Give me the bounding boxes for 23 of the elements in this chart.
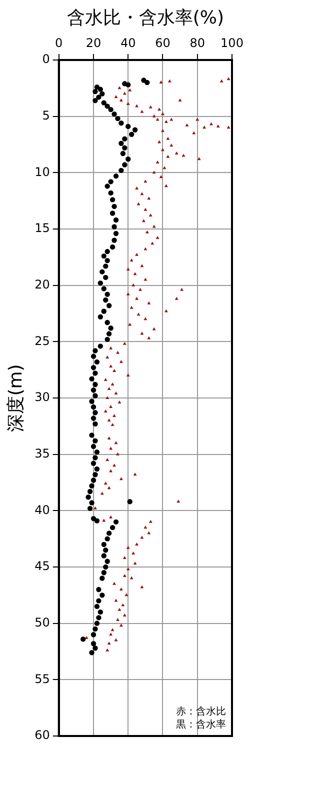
y-tick-label: 45 [34,559,50,574]
y-tick-label: 40 [34,502,50,517]
x-axis-title: 含水比・含水率(%) [66,7,224,28]
y-tick-label: 25 [34,334,50,348]
y-tick-label: 0 [42,52,50,66]
x-tick-label: 0 [55,36,63,50]
y-tick-label: 10 [34,164,50,179]
annotation: 赤：含水比 [176,706,226,718]
x-tick-label: 80 [190,36,206,50]
y-tick-label: 60 [34,728,50,742]
x-tick-label: 20 [86,36,102,50]
y-tick-label: 55 [34,672,50,686]
x-tick-label: 40 [120,36,136,50]
annotation: 黒：含水率 [176,718,226,731]
x-tick-label: 60 [155,36,170,50]
y-tick-label: 35 [34,446,50,460]
y-tick-label: 20 [34,277,50,292]
y-tick-label: 5 [42,108,50,122]
y-tick-label: 50 [34,615,50,630]
x-tick-label: 100 [220,36,244,50]
y-tick-label: 30 [34,390,50,404]
y-tick-label: 15 [34,221,50,236]
y-axis-title: 深度(m) [5,364,26,432]
